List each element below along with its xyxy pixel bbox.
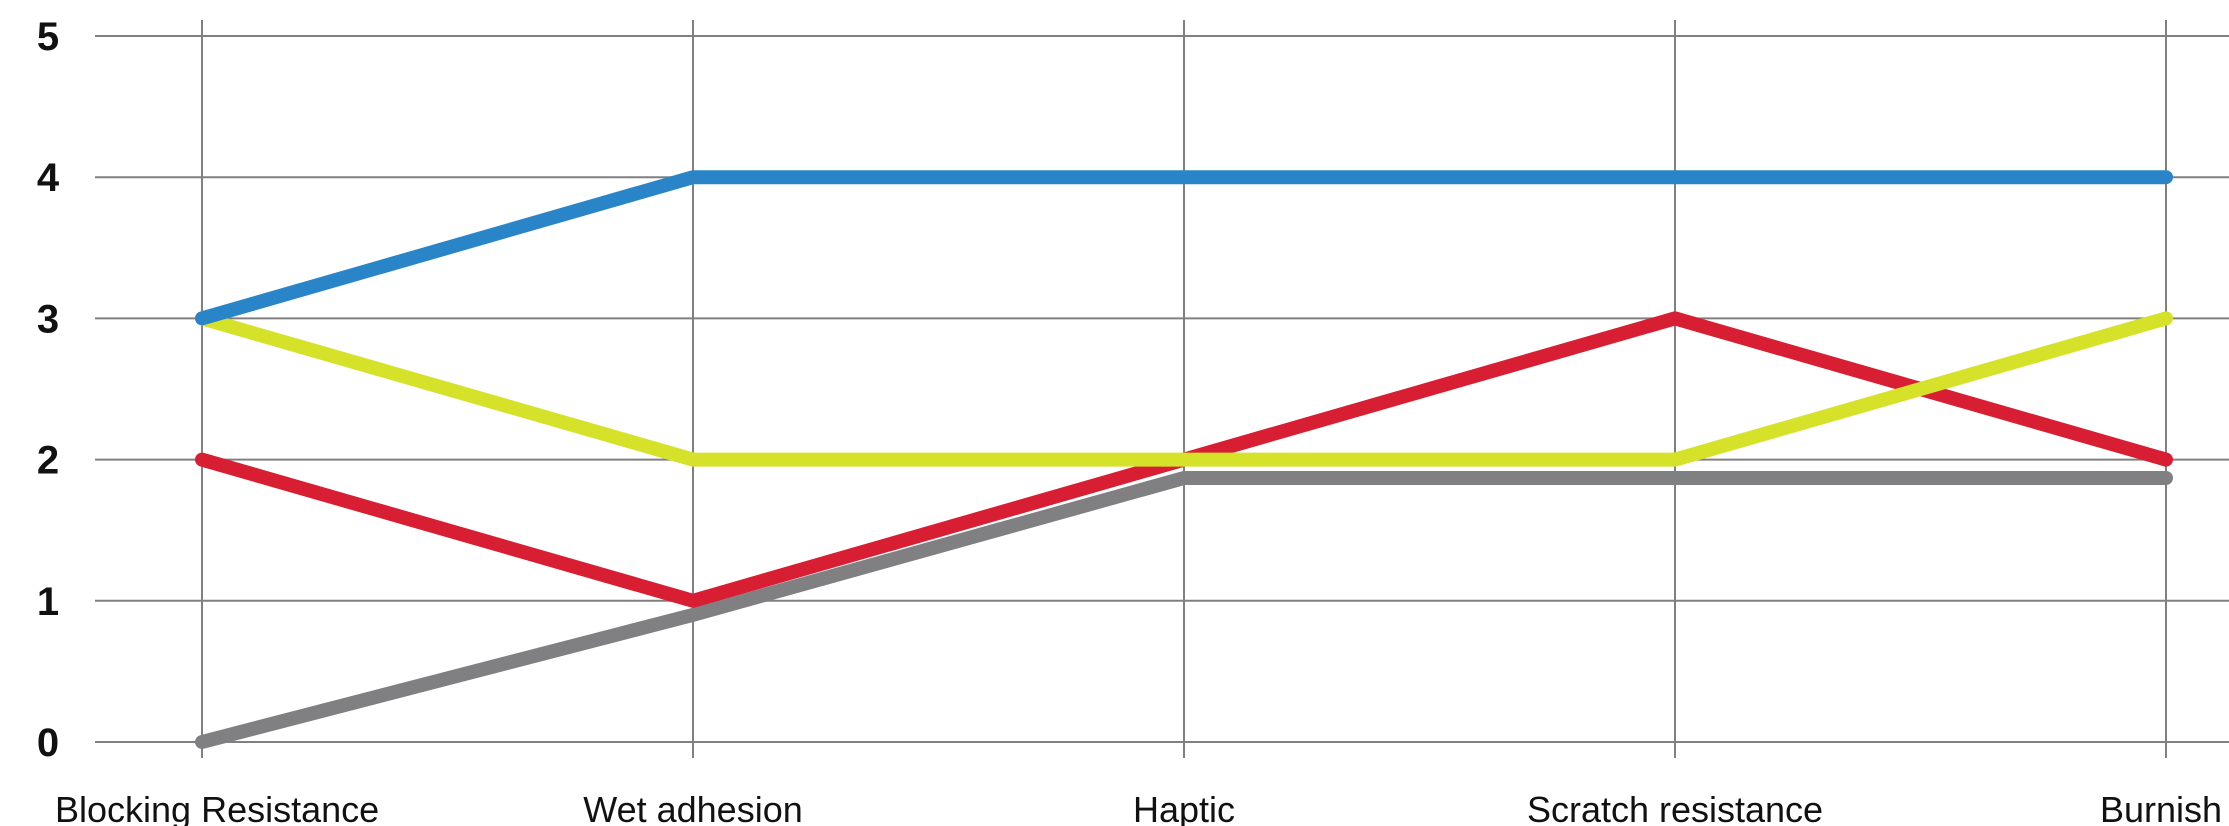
series-line-1 (195, 311, 2173, 467)
y-tick-label: 2 (37, 439, 59, 483)
series-line-3 (195, 471, 2173, 749)
y-axis-tick-labels: 0 1 2 3 4 5 (37, 15, 60, 765)
x-tick-label: Burnish (2100, 789, 2222, 826)
y-tick-label: 5 (37, 15, 59, 59)
vertical-gridlines (201, 20, 2167, 758)
y-tick-label: 1 (37, 580, 59, 624)
series-line-0 (195, 170, 2173, 326)
x-tick-label: Haptic (1133, 789, 1235, 826)
y-tick-label: 3 (37, 297, 59, 341)
y-tick-label: 0 (37, 721, 59, 765)
x-tick-label: Scratch resistance (1527, 789, 1823, 826)
y-tick-label: 4 (37, 156, 60, 200)
series-lines (195, 170, 2173, 749)
x-tick-label: Wet adhesion (583, 789, 802, 826)
x-axis-tick-labels: Blocking Resistance Wet adhesion Haptic Scr… (55, 789, 2222, 826)
x-tick-label: Blocking Resistance (55, 789, 379, 826)
